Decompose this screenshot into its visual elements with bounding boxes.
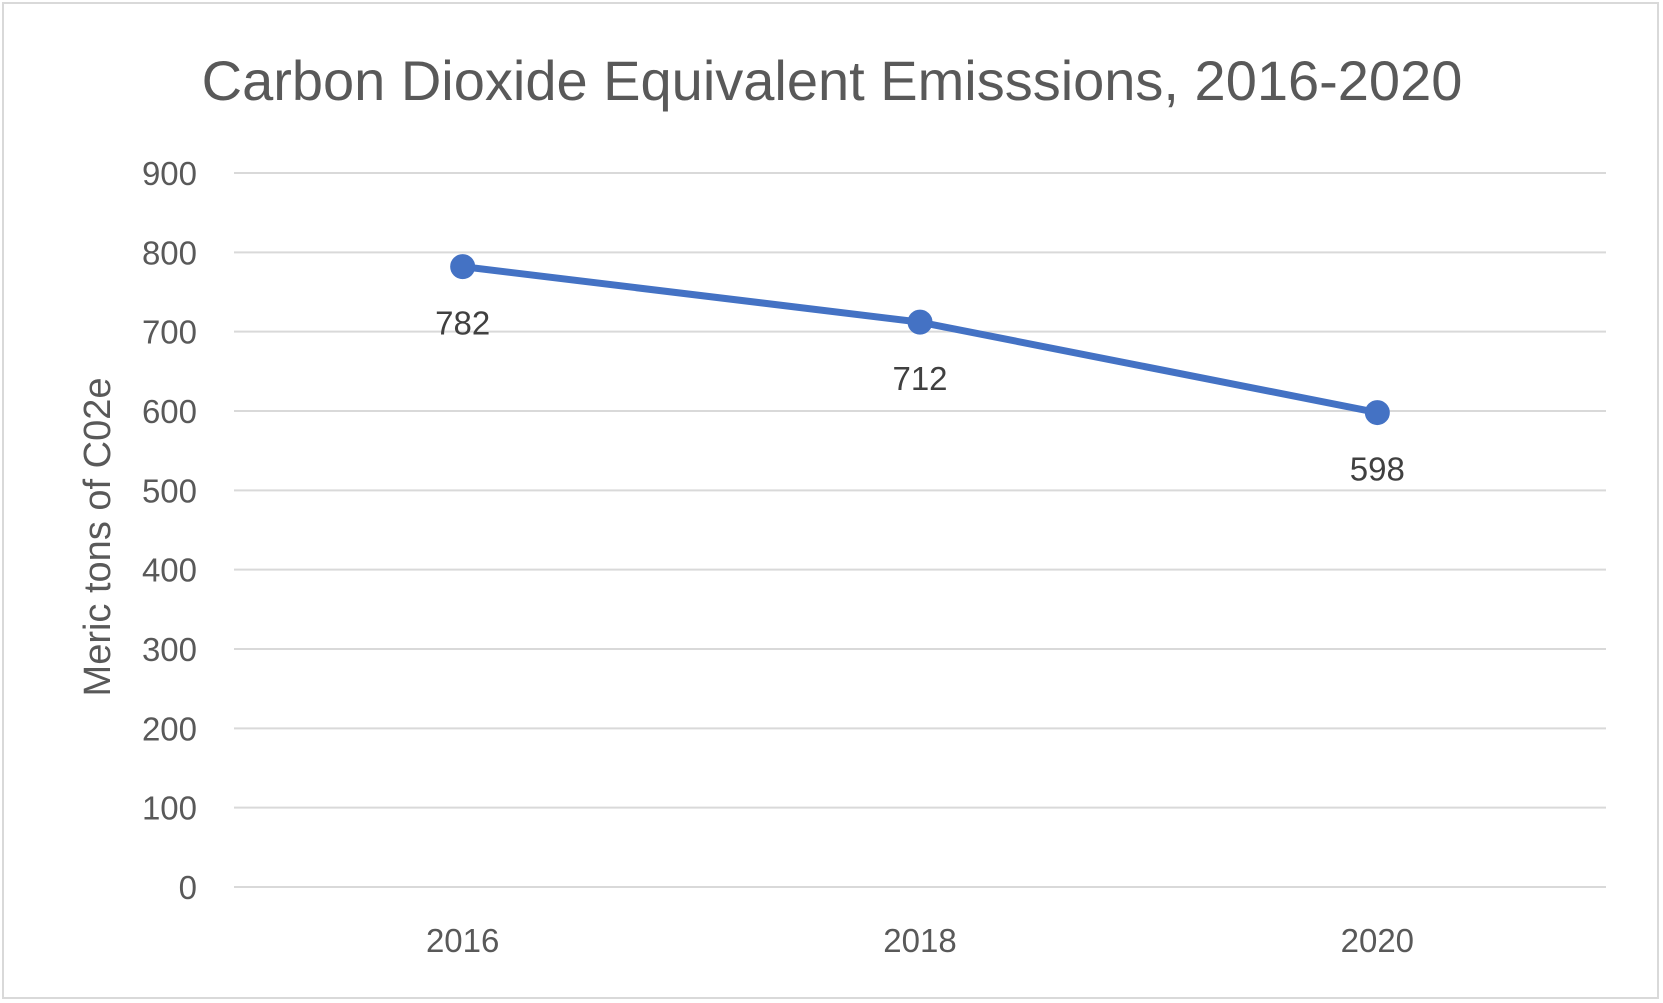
y-tick-label: 700	[142, 314, 197, 351]
y-axis-ticks: 0 100 200 300 400 500 600 700 800 900	[142, 155, 197, 906]
series-line-group	[450, 254, 1390, 426]
y-tick-label: 600	[142, 393, 197, 430]
chart-title: Carbon Dioxide Equivalent Emisssions, 20…	[202, 49, 1463, 112]
y-tick-label: 0	[179, 869, 197, 906]
y-tick-label: 100	[142, 790, 197, 827]
y-tick-label: 300	[142, 631, 197, 668]
y-tick-label: 400	[142, 552, 197, 589]
y-tick-label: 900	[142, 155, 197, 192]
x-axis-ticks: 2016 2018 2020	[426, 922, 1414, 959]
data-point-marker	[1364, 400, 1390, 426]
y-tick-label: 200	[142, 710, 197, 747]
data-point-marker	[907, 309, 933, 335]
line-chart: Carbon Dioxide Equivalent Emisssions, 20…	[77, 49, 1606, 959]
gridlines	[234, 172, 1606, 888]
y-tick-label: 500	[142, 472, 197, 509]
data-label: 712	[892, 360, 947, 397]
data-labels: 782 712 598	[435, 305, 1405, 488]
x-tick-label: 2016	[426, 922, 499, 959]
x-tick-label: 2020	[1341, 922, 1414, 959]
y-tick-label: 800	[142, 234, 197, 271]
y-axis-title: Meric tons of C02e	[77, 378, 119, 697]
data-point-marker	[450, 254, 476, 280]
data-label: 598	[1350, 451, 1405, 488]
x-tick-label: 2018	[883, 922, 956, 959]
data-label: 782	[435, 305, 490, 342]
